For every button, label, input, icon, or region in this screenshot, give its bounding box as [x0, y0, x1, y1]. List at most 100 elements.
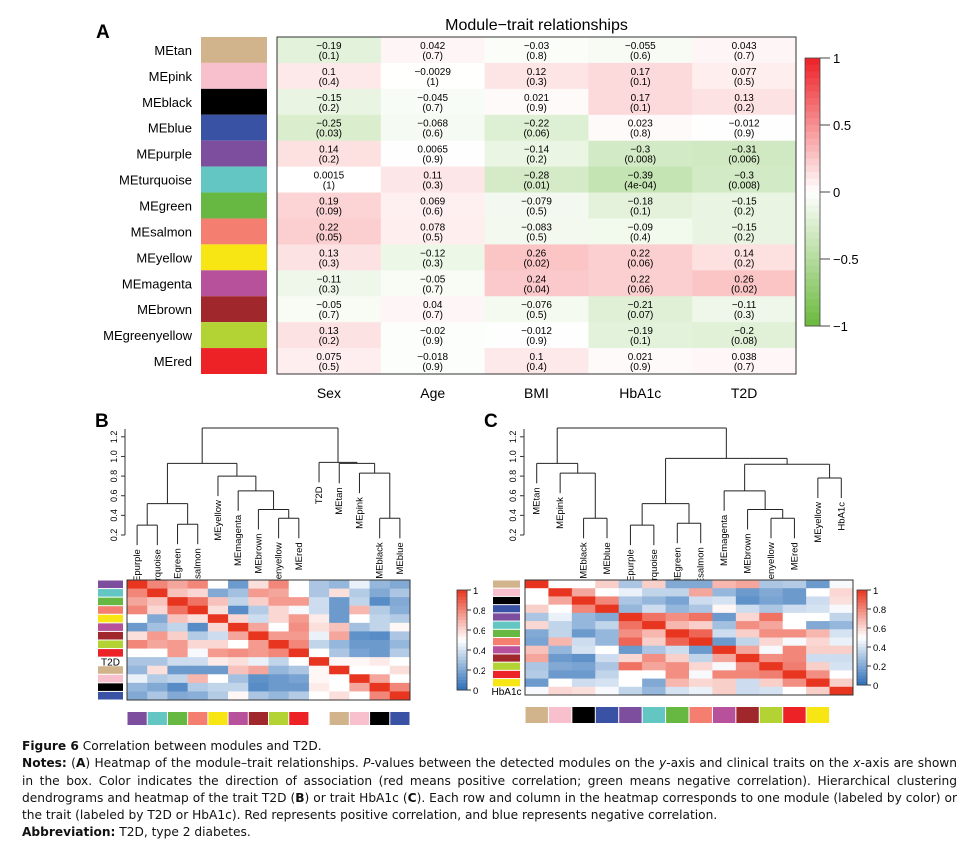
heatmap-cell: [380, 140, 486, 168]
row-color-swatch: [493, 629, 520, 637]
legend-color-step: [805, 78, 820, 86]
heatmap-cell: [712, 629, 737, 638]
heatmap-cell: [692, 296, 797, 323]
cell-pvalue: (0.7): [734, 51, 755, 62]
heatmap-cell: [588, 140, 693, 168]
heatmap-cell: [277, 88, 382, 116]
heatmap-cell: [277, 322, 382, 349]
cell-correlation: −0.05: [316, 300, 342, 311]
heatmap-cell: [268, 674, 290, 684]
axis-tick-label: 0.6: [508, 489, 518, 502]
cell-correlation: 0.26: [527, 248, 547, 259]
heatmap-cell: [277, 244, 382, 271]
heatmap-cell: [228, 605, 249, 615]
cell-correlation: 0.13: [734, 93, 754, 104]
heatmap-cell: [588, 244, 693, 271]
column-color-swatch: [525, 707, 548, 723]
cell-correlation: −0.0029: [414, 67, 451, 78]
heatmap-cell: [642, 653, 667, 663]
heatmap-cell: [665, 596, 690, 606]
legend-color-step: [805, 185, 820, 193]
dendrogram-leaf-label: MEmagenta: [233, 514, 244, 566]
cell-correlation: −0.018: [417, 352, 448, 363]
cell-correlation: −0.11: [732, 300, 757, 311]
heatmap-cell: [689, 612, 713, 622]
column-color-swatch: [269, 712, 289, 728]
heatmap-cell: [329, 682, 350, 692]
heatmap-cell: [187, 674, 209, 684]
heatmap-cell: [207, 657, 229, 667]
heatmap-cell: [665, 588, 690, 597]
heatmap-cell: [147, 691, 168, 701]
legend-color-step: [805, 305, 820, 314]
heatmap-cell: [642, 637, 667, 647]
heatmap-border: [126, 579, 411, 701]
cell-correlation: 0.0015: [314, 171, 345, 182]
row-color-swatch: [98, 614, 123, 623]
cell-pvalue: (0.008): [624, 155, 656, 166]
heatmap-cell: [588, 88, 693, 116]
hba1c-dendrogram-heatmap: 0.2 0.4 0.6 0.8 1.0 1.2 MEtan MEpink MEblack MEbl…: [491, 427, 886, 723]
heatmap-cell: [248, 631, 269, 641]
legend-color-step: [805, 212, 820, 220]
heatmap-cell: [571, 580, 596, 589]
row-color-swatch: [493, 679, 520, 687]
cell-pvalue: (0.01): [523, 181, 549, 192]
heatmap-cell: [782, 604, 807, 614]
heatmap-cell: [147, 622, 168, 632]
row-color-swatch: [493, 621, 520, 629]
heatmap-cell: [349, 614, 371, 624]
legend-color-step: [805, 225, 820, 233]
cell-correlation: 0.26: [734, 274, 754, 285]
heatmap-cell: [689, 686, 713, 696]
heatmap-cell: [127, 665, 148, 675]
heatmap-cell: [782, 588, 807, 597]
cell-correlation: 0.14: [734, 248, 754, 259]
legend-tick-label: 0.2: [473, 666, 485, 677]
heatmap-cell: [187, 665, 209, 675]
row-label: MEpurple: [136, 147, 192, 162]
legend-color-step: [857, 650, 867, 654]
heatmap-cell: [277, 218, 382, 245]
heatmap-cell: [735, 621, 760, 630]
cell-pvalue: (0.5): [526, 310, 547, 321]
heatmap-cell: [525, 645, 549, 655]
heatmap-cell: [642, 604, 667, 614]
heatmap-cell: [389, 631, 411, 641]
legend-color-step: [857, 634, 867, 638]
legend-color-step: [857, 599, 867, 604]
heatmap-cell: [735, 637, 760, 647]
heatmap-cell: [782, 637, 807, 647]
cell-pvalue: (0.2): [734, 103, 755, 114]
heatmap-cell: [277, 296, 382, 323]
column-color-swatch: [806, 707, 830, 723]
dendrogram-leaf-label: MEgreen: [173, 548, 184, 587]
heatmap-cell: [548, 612, 573, 622]
cell-correlation: −0.09: [628, 222, 654, 233]
legend-color-step: [805, 125, 820, 133]
cell-pvalue: (0.1): [630, 77, 651, 88]
cell-correlation: −0.083: [521, 222, 552, 233]
notes-segment: A: [75, 756, 86, 771]
heatmap-cell: [268, 657, 290, 667]
caption-notes: Notes: (A) Heatmap of the module–trait r…: [22, 755, 957, 824]
module-color-swatch: [201, 218, 267, 245]
legend-tick-label: 0.8: [473, 606, 485, 617]
heatmap-cell: [618, 637, 643, 647]
row-color-swatch: [493, 638, 520, 646]
legend-tick-label: 0.5: [833, 118, 851, 133]
heatmap-cell: [735, 686, 760, 696]
legend-color-step: [857, 669, 867, 673]
cell-pvalue: (0.3): [422, 181, 443, 192]
legend-color-step: [805, 58, 820, 66]
cell-pvalue: (0.9): [422, 362, 443, 373]
row-color-swatch: [493, 654, 520, 662]
heatmap-cell: [147, 648, 168, 658]
heatmap-cell: [759, 678, 784, 688]
legend-color-step: [805, 84, 820, 92]
heatmap-cell: [588, 270, 693, 297]
legend-color-step: [457, 610, 467, 614]
cell-pvalue: (4e-04): [624, 181, 656, 192]
heatmap-cell: [571, 604, 596, 614]
heatmap-cell: [525, 604, 549, 614]
